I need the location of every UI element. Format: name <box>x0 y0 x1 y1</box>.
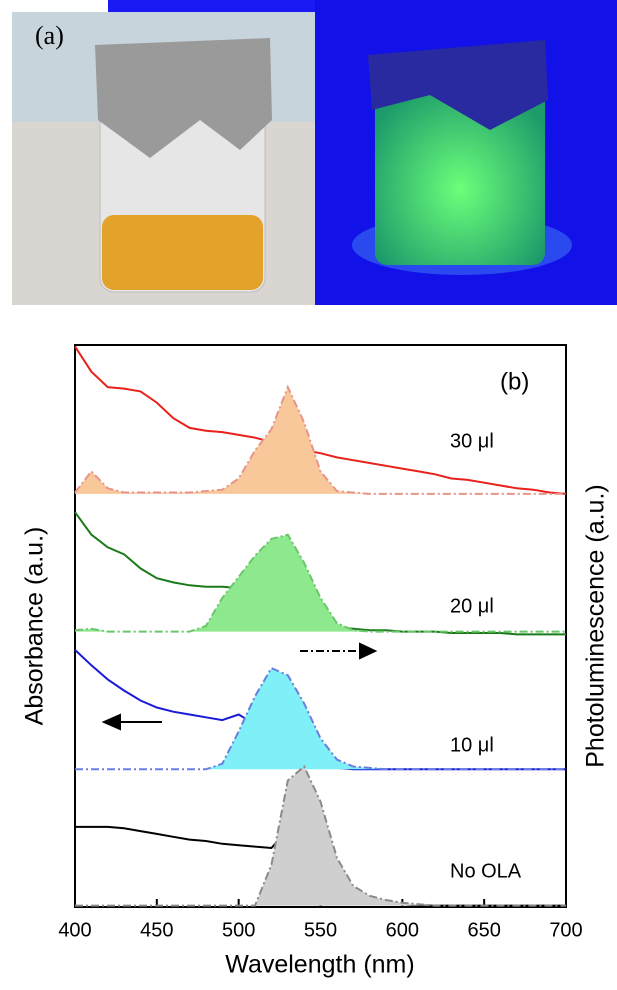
y2-axis-label: Photoluminescence (a.u.) <box>582 484 610 767</box>
plot: 400 450 500 550 600 650 700 <box>58 346 582 941</box>
panel-label: (a) <box>35 21 64 50</box>
figure: (a) 400 450 500 550 600 650 700 (b) Wavelength… <box>0 0 617 985</box>
pl-area <box>75 767 566 906</box>
photo-normal-light <box>12 12 315 305</box>
panel-label: (b) <box>500 368 529 395</box>
arrows <box>104 644 375 729</box>
x-tick-label: 450 <box>140 919 173 941</box>
x-axis-label: Wavelength (nm) <box>225 951 414 979</box>
y-axis-label: Absorbance (a.u.) <box>21 527 49 726</box>
x-tick-label: 700 <box>549 919 582 941</box>
sample-label: 30 μl <box>450 430 494 452</box>
sample-label: No OLA <box>450 860 522 882</box>
sample-label: 20 μl <box>450 595 494 617</box>
x-tick-label: 600 <box>386 919 419 941</box>
sample-label: 10 μl <box>450 734 494 756</box>
x-tick-label: 500 <box>222 919 255 941</box>
x-tick-label: 650 <box>467 919 500 941</box>
x-tick-label: 400 <box>58 919 91 941</box>
x-tick-label: 550 <box>304 919 337 941</box>
